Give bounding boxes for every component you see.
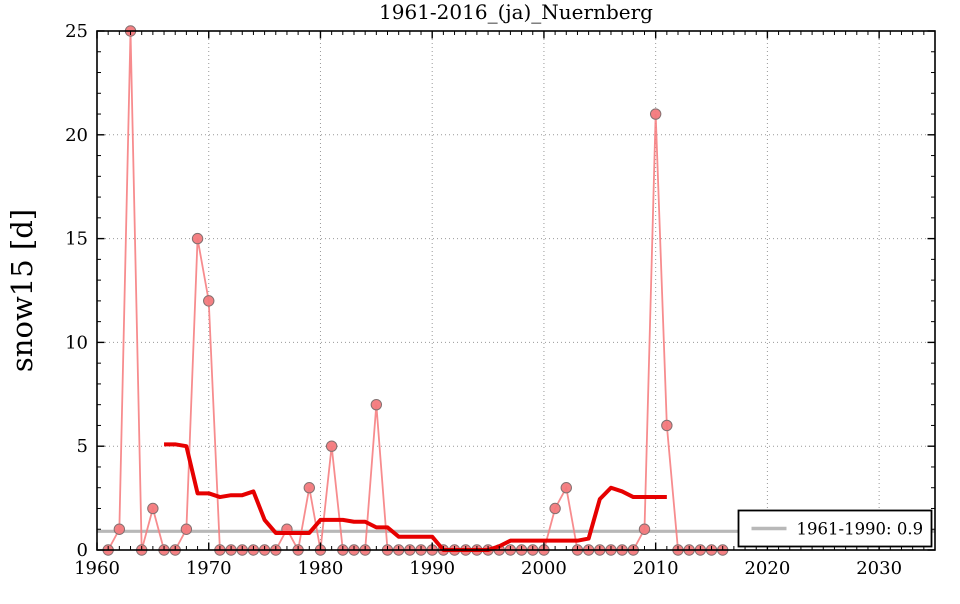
y-tick-label: 25 [65, 21, 88, 42]
x-tick-label: 1980 [298, 558, 344, 579]
x-tick-label: 1960 [74, 558, 120, 579]
x-tick-label: 2000 [521, 558, 567, 579]
x-tick-label: 2010 [633, 558, 679, 579]
y-tick-label: 0 [77, 540, 88, 561]
y-tick-label: 20 [65, 125, 88, 146]
running-mean-line [164, 442, 667, 552]
data-point [203, 295, 215, 307]
y-tick-label: 10 [65, 332, 88, 353]
legend-label: 1961-1990: 0.9 [797, 520, 924, 539]
data-point [303, 482, 315, 494]
data-point [638, 523, 651, 535]
data-point [370, 398, 383, 411]
data-point [560, 482, 572, 494]
x-tick-label: 2030 [856, 558, 902, 579]
x-tick-label: 1990 [409, 558, 455, 579]
y-axis-label: snow15 [d] [5, 209, 39, 372]
x-tick-label: 1970 [186, 558, 232, 579]
y-tick-label: 5 [77, 436, 88, 457]
annual-series-line [107, 30, 723, 553]
data-point [191, 232, 204, 245]
data-point [549, 502, 561, 515]
data-point [113, 523, 126, 535]
data-point [325, 440, 338, 452]
data-point [180, 523, 193, 535]
data-point [661, 419, 673, 432]
y-tick-label: 15 [65, 229, 88, 250]
chart-title: 1961-2016_(ja)_Nuernberg [379, 0, 653, 24]
data-point [649, 108, 662, 120]
x-tick-label: 2020 [744, 558, 790, 579]
axes-frame [96, 30, 936, 551]
data-point [147, 502, 159, 515]
